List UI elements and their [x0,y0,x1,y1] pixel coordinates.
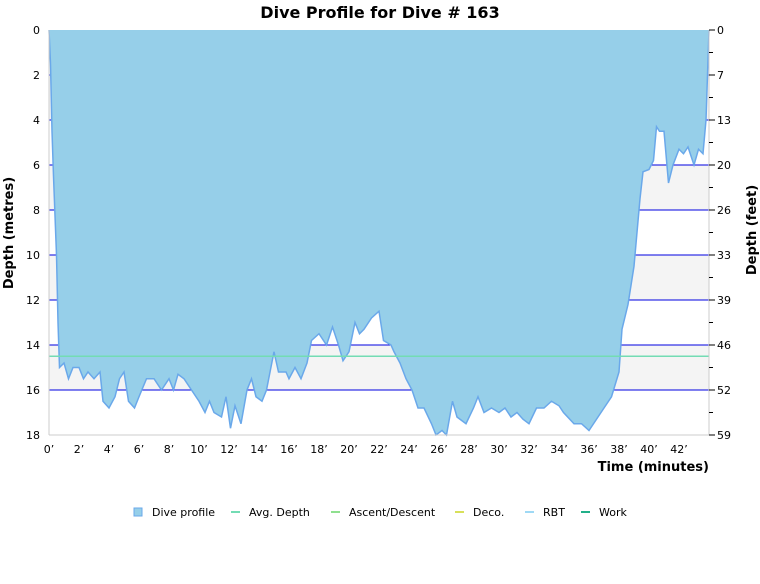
y-right-tick-label: 20 [717,159,731,172]
x-tick-label: 14’ [250,443,268,456]
x-tick-label: 0’ [44,443,55,456]
legend-item: Avg. Depth [231,506,310,519]
y-tick-label: 8 [33,204,40,217]
legend: Dive profile Avg. Depth Ascent/Descent Deco… [133,506,627,519]
x-axis-label: Time (minutes) [598,460,709,475]
x-tick-label: 42’ [670,443,688,456]
y-tick-label: 12 [26,294,40,307]
x-tick-label: 28’ [460,443,478,456]
x-tick-label: 22’ [370,443,388,456]
legend-label: Avg. Depth [249,506,310,519]
x-tick-label: 12’ [220,443,238,456]
legend-swatch [133,507,143,517]
legend-label: RBT [543,506,565,519]
legend-item: Ascent/Descent [331,506,436,519]
y-right-tick-label: 52 [717,384,731,397]
legend-item: RBT [525,506,565,519]
x-tick-label: 26’ [430,443,448,456]
legend-item: Dive profile [133,506,215,519]
y-tick-label: 6 [33,159,40,172]
x-tick-label: 2’ [74,443,85,456]
x-tick-label: 38’ [610,443,628,456]
y-tick-label: 18 [26,429,40,442]
y-right-tick-label: 26 [717,204,731,217]
legend-item: Deco. [455,506,504,519]
legend-label: Dive profile [152,506,215,519]
y-right-tick-label: 59 [717,429,731,442]
y-right-tick-label: 13 [717,114,731,127]
y-tick-label: 10 [26,249,40,262]
x-tick-label: 34’ [550,443,568,456]
legend-label: Deco. [473,506,504,519]
y-tick-label: 2 [33,69,40,82]
x-tick-label: 32’ [520,443,538,456]
y-right-tick-label: 46 [717,339,731,352]
legend-label: Work [599,506,627,519]
y-right-tick-label: 39 [717,294,731,307]
x-tick-label: 24’ [400,443,418,456]
y-right-tick-label: 0 [717,24,724,37]
x-tick-label: 18’ [310,443,328,456]
y-tick-label: 14 [26,339,40,352]
x-tick-label: 40’ [640,443,658,456]
x-tick-label: 20’ [340,443,358,456]
x-tick-label: 4’ [104,443,115,456]
y-axis-label-left: Depth (metres) [2,177,17,289]
y-right-tick-label: 33 [717,249,731,262]
x-tick-label: 36’ [580,443,598,456]
y-axis-label-right: Depth (feet) [745,185,760,275]
x-tick-label: 30’ [490,443,508,456]
legend-item: Work [581,506,627,519]
y-tick-label: 0 [33,24,40,37]
y-tick-label: 4 [33,114,40,127]
y-right-tick-label: 7 [717,69,724,82]
x-tick-label: 8’ [164,443,175,456]
profile-layer [48,29,710,437]
y-tick-label: 16 [26,384,40,397]
x-tick-label: 10’ [190,443,208,456]
profile-line [48,29,710,437]
profile-area [49,30,709,435]
x-tick-label: 16’ [280,443,298,456]
legend-label: Ascent/Descent [349,506,436,519]
chart-title: Dive Profile for Dive # 163 [260,3,499,22]
x-tick-label: 6’ [134,443,145,456]
